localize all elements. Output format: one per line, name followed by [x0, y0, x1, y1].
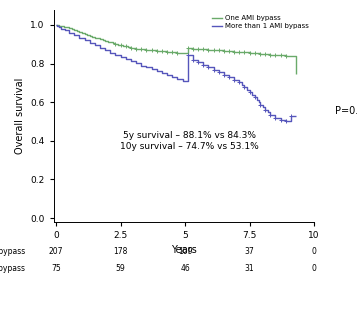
X-axis label: Years: Years — [171, 245, 197, 256]
Text: One IMA bypass: One IMA bypass — [0, 247, 25, 256]
Text: 0: 0 — [312, 247, 317, 256]
Text: 59: 59 — [116, 264, 126, 273]
Text: 75: 75 — [51, 264, 61, 273]
Text: P=0.04: P=0.04 — [335, 107, 357, 116]
Text: 5y survival – 88.1% vs 84.3%
10y survival – 74.7% vs 53.1%: 5y survival – 88.1% vs 84.3% 10y surviva… — [120, 132, 258, 151]
Text: 207: 207 — [49, 247, 64, 256]
Text: 37: 37 — [245, 247, 255, 256]
Legend: One AMI bypass, More than 1 AMI bypass: One AMI bypass, More than 1 AMI bypass — [210, 13, 311, 31]
Text: 31: 31 — [245, 264, 255, 273]
Text: 0: 0 — [312, 264, 317, 273]
Y-axis label: Overall survival: Overall survival — [15, 78, 25, 154]
Text: 178: 178 — [114, 247, 128, 256]
Text: 46: 46 — [180, 264, 190, 273]
Text: More than 1 IMA bypass: More than 1 IMA bypass — [0, 264, 25, 273]
Text: 109: 109 — [178, 247, 192, 256]
